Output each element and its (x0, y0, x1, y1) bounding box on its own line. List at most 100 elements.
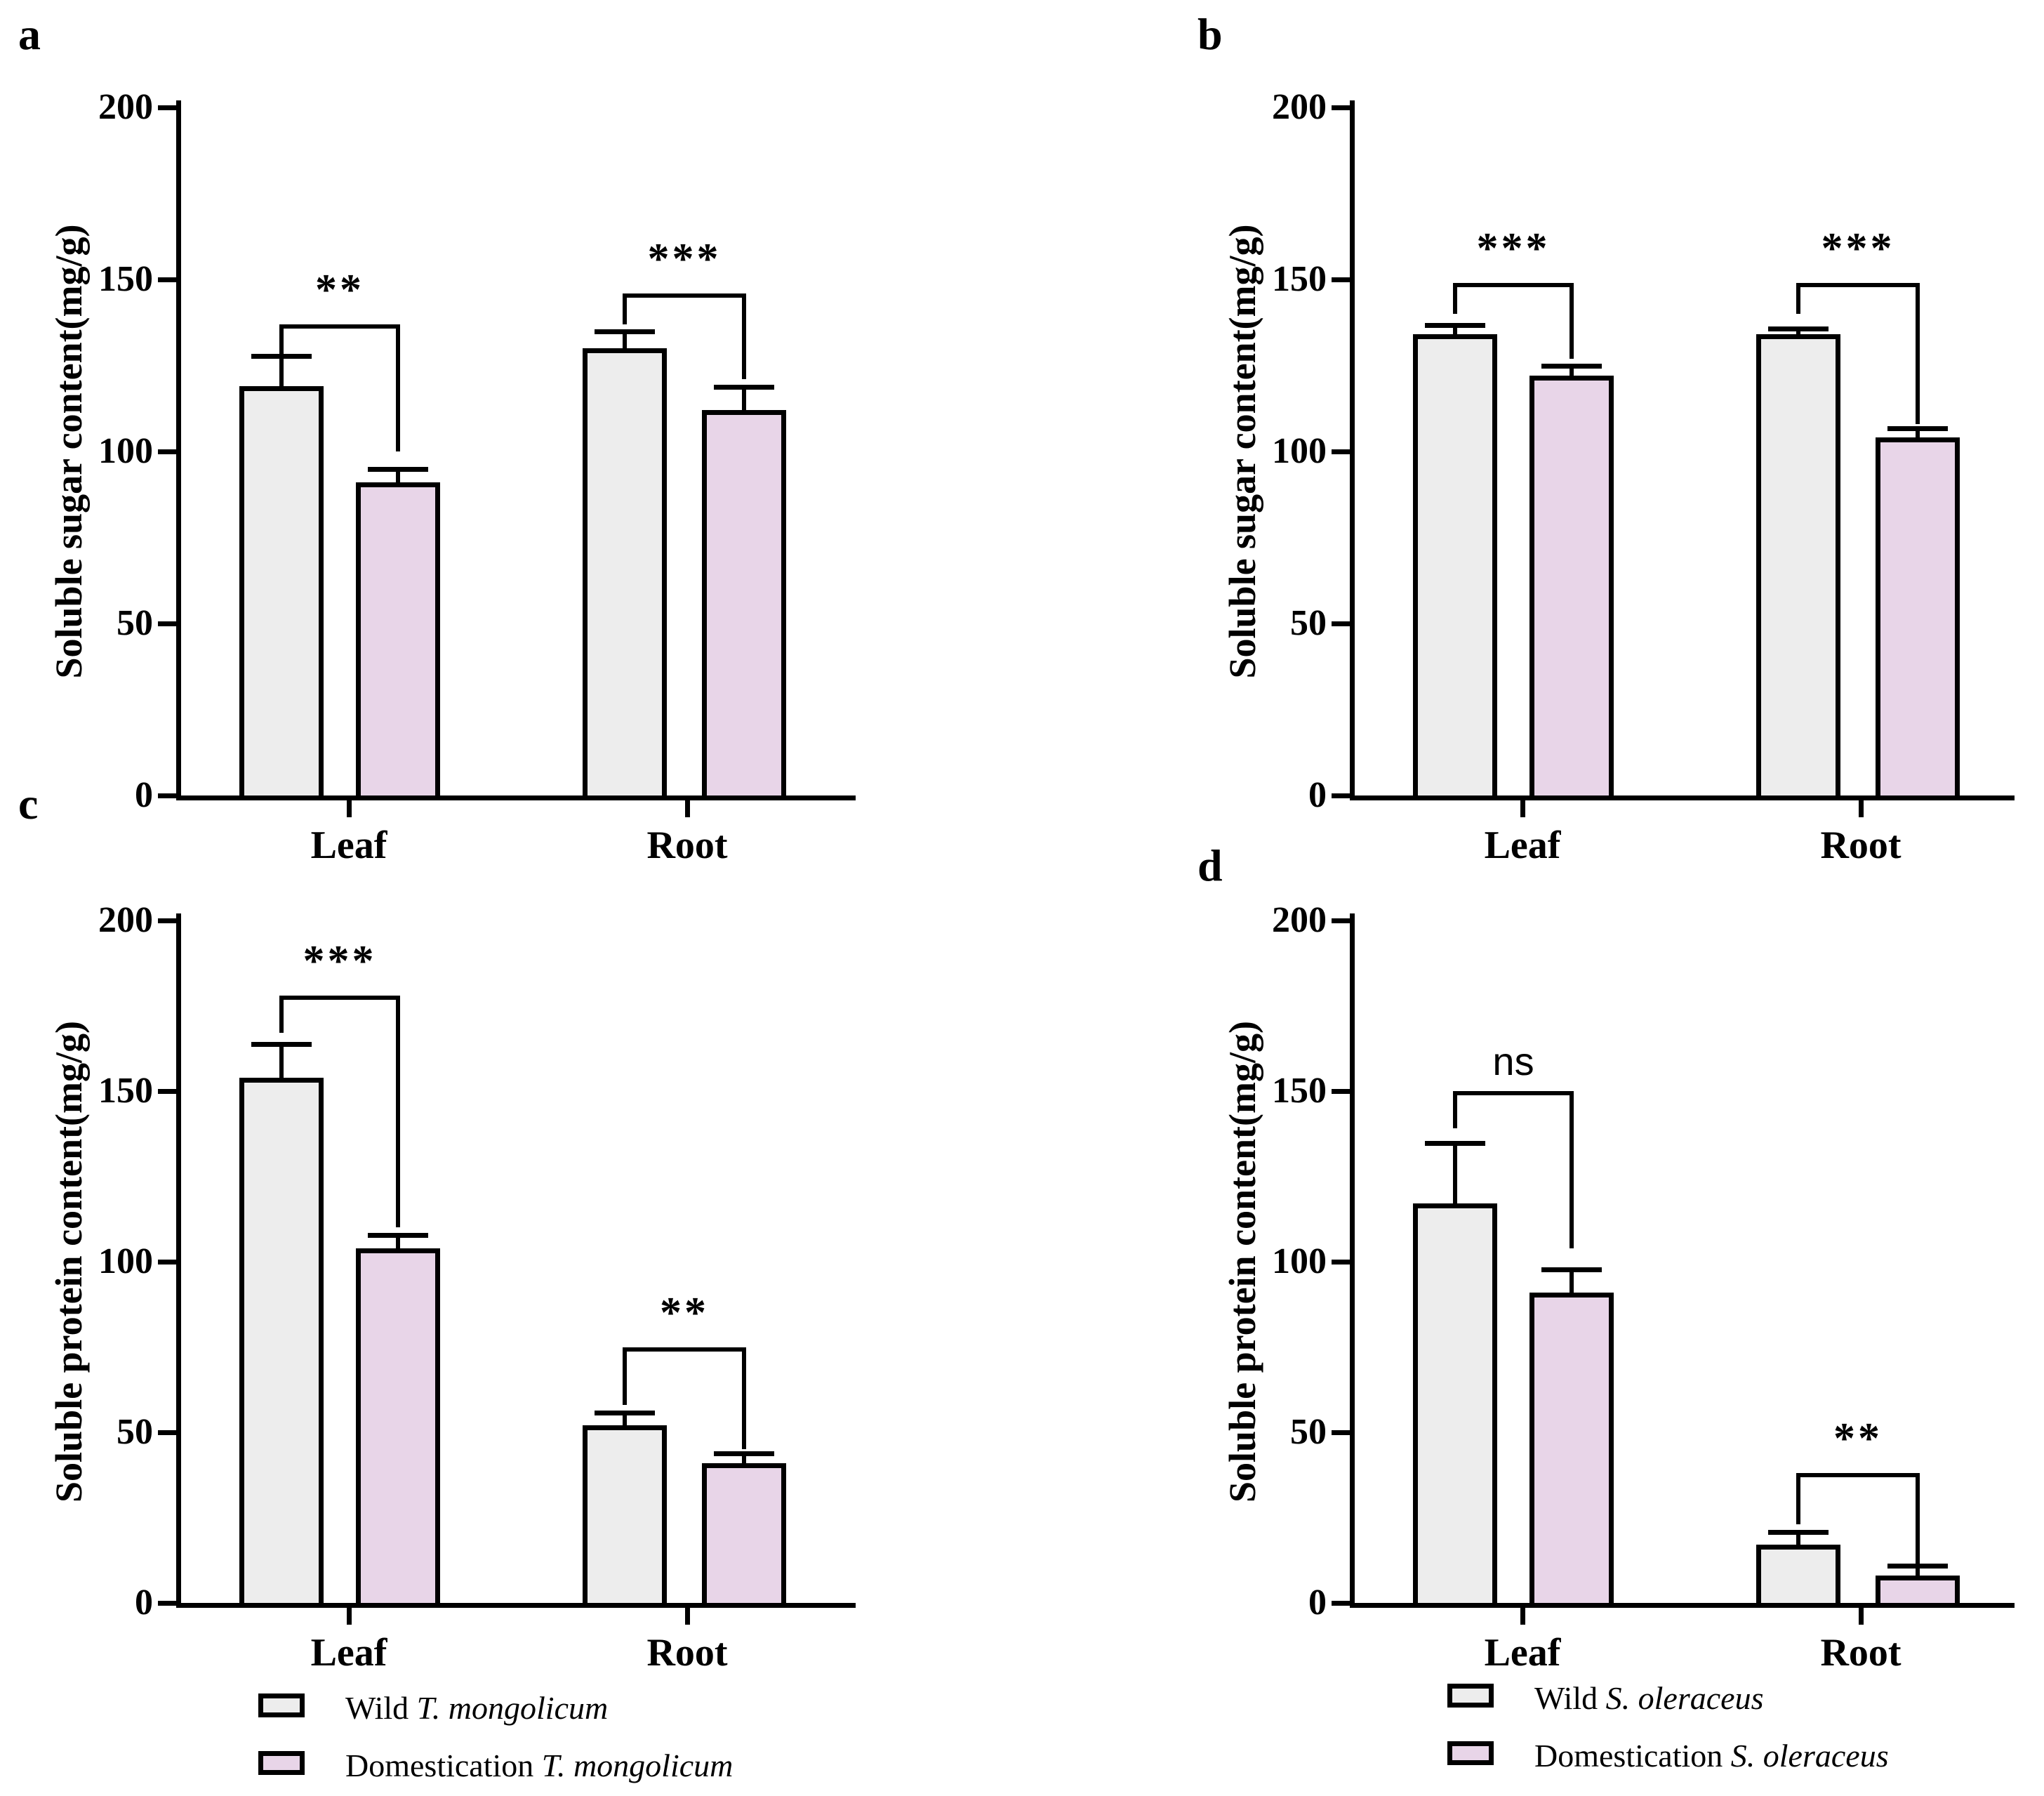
bar-domestication-leaf (1529, 376, 1614, 800)
y-tick-label: 150 (1272, 1071, 1327, 1111)
x-category-label: Root (1820, 1631, 1902, 1675)
error-bar-cap-domestication-leaf (1541, 1267, 1602, 1272)
error-bar-cap-wild-root (595, 1411, 655, 1415)
x-category-label: Root (1820, 824, 1902, 867)
significance-bracket-right (742, 293, 746, 379)
y-tick-mark (1332, 1089, 1350, 1094)
y-tick-mark (158, 1601, 176, 1606)
x-axis-line (1350, 1603, 2015, 1608)
legend-label-domestication: Domestication T. mongolicum (345, 1747, 733, 1785)
legend-swatch-wild (258, 1693, 305, 1717)
panel-letter-b: b (1197, 9, 1223, 59)
significance-bracket-left (623, 293, 627, 324)
legend-swatch-wild (1447, 1684, 1494, 1708)
y-axis-line (176, 913, 181, 1608)
x-axis-line (1350, 795, 2015, 800)
legend-swatch-domestication (1447, 1741, 1494, 1765)
y-tick-label: 150 (1272, 259, 1327, 299)
x-category-label: Root (646, 824, 728, 867)
y-tick-mark (1332, 449, 1350, 454)
bar-wild-root (1756, 1545, 1840, 1608)
x-category-label: Leaf (1484, 824, 1561, 867)
error-bar-cap-wild-root (1768, 326, 1829, 331)
bar-domestication-leaf (356, 482, 440, 800)
significance-label: *** (647, 235, 722, 283)
error-bar-stem-wild-root (623, 334, 627, 352)
y-tick-mark (158, 918, 176, 923)
y-tick-mark (158, 793, 176, 798)
error-bar-stem-domestication-leaf (1569, 369, 1574, 380)
error-bar-cap-domestication-root (1887, 1564, 1948, 1569)
legend-label-prefix: Domestication (345, 1748, 542, 1783)
error-bar-cap-wild-leaf (1425, 323, 1485, 328)
x-tick-mark (1859, 1608, 1864, 1625)
significance-bracket-left (279, 996, 284, 1033)
bar-domestication-leaf (1529, 1293, 1614, 1608)
y-axis-line (1350, 100, 1355, 800)
significance-bracket-left (1453, 283, 1457, 314)
y-axis-line (176, 100, 181, 800)
y-tick-mark (158, 277, 176, 282)
legend-swatch-domestication (258, 1751, 305, 1775)
error-bar-stem-domestication-root (742, 1456, 746, 1467)
x-tick-mark (347, 800, 352, 817)
y-tick-label: 200 (98, 900, 153, 940)
y-tick-label: 0 (1308, 775, 1327, 815)
y-tick-label: 200 (1272, 87, 1327, 127)
bar-domestication-leaf (356, 1248, 440, 1608)
y-tick-mark (158, 1430, 176, 1435)
legend-label-species: S. oleraceus (1730, 1738, 1889, 1774)
significance-bracket-bar (623, 1347, 746, 1352)
error-bar-cap-wild-root (595, 329, 655, 334)
bar-wild-leaf (1413, 334, 1497, 800)
significance-label: ** (660, 1289, 709, 1337)
x-tick-mark (347, 1608, 352, 1625)
error-bar-stem-wild-leaf (279, 1047, 284, 1082)
error-bar-cap-domestication-root (714, 385, 774, 390)
significance-bracket-right (396, 324, 400, 451)
significance-bracket-right (396, 996, 400, 1227)
x-category-label: Leaf (310, 1631, 387, 1675)
y-tick-mark (1332, 277, 1350, 282)
error-bar-cap-domestication-leaf (368, 467, 428, 472)
y-tick-label: 100 (1272, 1241, 1327, 1281)
bar-domestication-root (702, 1463, 786, 1608)
significance-bracket-right (742, 1347, 746, 1449)
x-tick-mark (1520, 1608, 1525, 1625)
error-bar-cap-wild-leaf (1425, 1141, 1485, 1146)
legend-label-wild: Wild T. mongolicum (345, 1689, 608, 1727)
panel-letter-a: a (18, 9, 41, 59)
error-bar-cap-domestication-leaf (368, 1233, 428, 1238)
y-tick-label: 200 (98, 87, 153, 127)
legend-label-wild: Wild S. oleraceus (1534, 1679, 1763, 1717)
legend-label-species: T. mongolicum (541, 1748, 734, 1783)
bar-wild-leaf (239, 386, 324, 800)
error-bar-stem-domestication-root (1916, 431, 1920, 442)
y-axis-line (1350, 913, 1355, 1608)
significance-bracket-left (623, 1347, 627, 1405)
error-bar-cap-domestication-root (1887, 426, 1948, 431)
x-category-label: Leaf (1484, 1631, 1561, 1675)
bar-wild-leaf (239, 1078, 324, 1608)
error-bar-cap-wild-root (1768, 1530, 1829, 1535)
significance-label: *** (303, 937, 377, 985)
error-bar-stem-domestication-leaf (396, 472, 400, 487)
y-tick-label: 0 (1308, 1583, 1327, 1623)
x-tick-mark (1520, 800, 1525, 817)
y-tick-mark (1332, 105, 1350, 110)
y-tick-mark (158, 449, 176, 454)
significance-bracket-left (1796, 1473, 1800, 1524)
legend-label-prefix: Wild (345, 1690, 417, 1726)
significance-bracket-right (1569, 283, 1574, 359)
significance-bracket-bar (279, 996, 400, 1000)
y-tick-label: 100 (98, 431, 153, 471)
significance-label: ** (1833, 1415, 1883, 1462)
legend-label-species: S. oleraceus (1605, 1680, 1764, 1716)
x-tick-mark (1859, 800, 1864, 817)
y-tick-label: 50 (1290, 603, 1327, 643)
error-bar-stem-wild-root (1796, 1535, 1800, 1549)
y-tick-label: 100 (1272, 431, 1327, 471)
y-tick-label: 100 (98, 1241, 153, 1281)
significance-bracket-left (1796, 283, 1800, 314)
